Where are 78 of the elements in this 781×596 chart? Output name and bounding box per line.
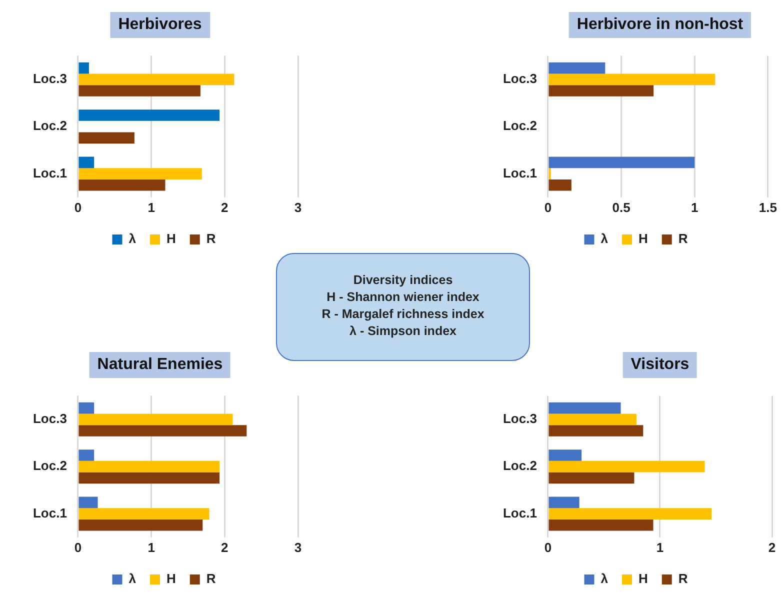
bar xyxy=(78,62,89,74)
bar xyxy=(548,62,606,74)
legend-label: R xyxy=(206,231,216,246)
x-tick-label: 0 xyxy=(74,200,82,215)
bar xyxy=(548,74,716,86)
x-tick-label: 2 xyxy=(221,200,228,215)
x-tick-label: 2 xyxy=(768,540,776,555)
bar xyxy=(548,460,705,472)
bar xyxy=(548,496,580,508)
x-tick-label: 2 xyxy=(221,540,228,555)
bar xyxy=(78,156,94,168)
legend-label: H xyxy=(638,571,648,586)
bar xyxy=(548,519,654,531)
legend-label: H xyxy=(638,231,648,246)
y-tick-label: Loc.2 xyxy=(502,118,537,134)
bar xyxy=(548,450,582,461)
bar xyxy=(78,168,202,180)
bar xyxy=(78,85,200,96)
bar xyxy=(548,85,654,96)
chart-title: Natural Enemies xyxy=(89,352,231,378)
bar xyxy=(548,179,572,191)
legend-label: λ xyxy=(128,231,137,246)
legend-label: λ xyxy=(600,571,609,586)
chart-title: Herbivores xyxy=(110,12,210,38)
y-tick-label: Loc.2 xyxy=(32,458,67,474)
y-tick-label: Loc.1 xyxy=(502,505,537,520)
y-tick-label: Loc.3 xyxy=(32,70,67,86)
bar xyxy=(78,414,233,426)
legend-label: R xyxy=(206,571,216,586)
text: H - Shannon wiener index xyxy=(326,289,480,306)
legend-label: H xyxy=(166,571,176,586)
x-tick-label: 0 xyxy=(544,200,552,215)
chart-title: Visitors xyxy=(622,352,698,378)
bar xyxy=(548,472,634,484)
bar xyxy=(78,110,220,121)
legend-label: λ xyxy=(128,571,137,586)
bar xyxy=(78,508,210,520)
legend-label: λ xyxy=(600,231,609,246)
y-tick-label: Loc.3 xyxy=(32,410,67,426)
bar xyxy=(548,414,636,426)
x-tick-label: 1 xyxy=(691,200,698,215)
text: λ - Simpson index xyxy=(348,323,458,340)
x-tick-label: 1 xyxy=(148,540,155,555)
bar xyxy=(78,519,203,531)
chart-title: Herbivore in non-host xyxy=(568,12,752,38)
y-tick-label: Loc.1 xyxy=(502,165,537,180)
x-tick-label: 3 xyxy=(294,200,302,215)
bar xyxy=(78,460,220,472)
bar xyxy=(548,425,644,436)
y-tick-label: Loc.3 xyxy=(502,70,537,86)
bar xyxy=(78,132,134,144)
text: R - Margalef richness index xyxy=(320,306,486,323)
x-tick-label: 0 xyxy=(74,540,82,555)
x-tick-label: 3 xyxy=(294,540,302,555)
text: Diversity indices xyxy=(352,272,454,289)
x-tick-label: 1 xyxy=(148,200,155,215)
bar xyxy=(78,179,166,191)
x-tick-label: 0 xyxy=(544,540,552,555)
y-tick-label: Loc.3 xyxy=(502,410,537,426)
y-tick-label: Loc.1 xyxy=(32,505,67,520)
bar xyxy=(78,402,94,414)
legend-label: H xyxy=(166,231,176,246)
bar xyxy=(78,450,94,461)
bar xyxy=(78,74,234,86)
bar xyxy=(548,402,621,414)
x-tick-label: 0.5 xyxy=(612,200,630,215)
bar xyxy=(548,156,695,168)
y-tick-label: Loc.2 xyxy=(32,118,67,134)
bar xyxy=(78,425,247,436)
x-tick-label: 1.5 xyxy=(758,200,778,215)
y-tick-label: Loc.2 xyxy=(502,458,537,474)
legend-label: R xyxy=(678,571,688,586)
bar xyxy=(78,472,220,484)
y-tick-label: Loc.1 xyxy=(32,165,67,180)
x-tick-label: 1 xyxy=(656,540,664,555)
bar xyxy=(548,508,712,520)
legend-label: R xyxy=(678,231,688,246)
bar xyxy=(78,496,98,508)
